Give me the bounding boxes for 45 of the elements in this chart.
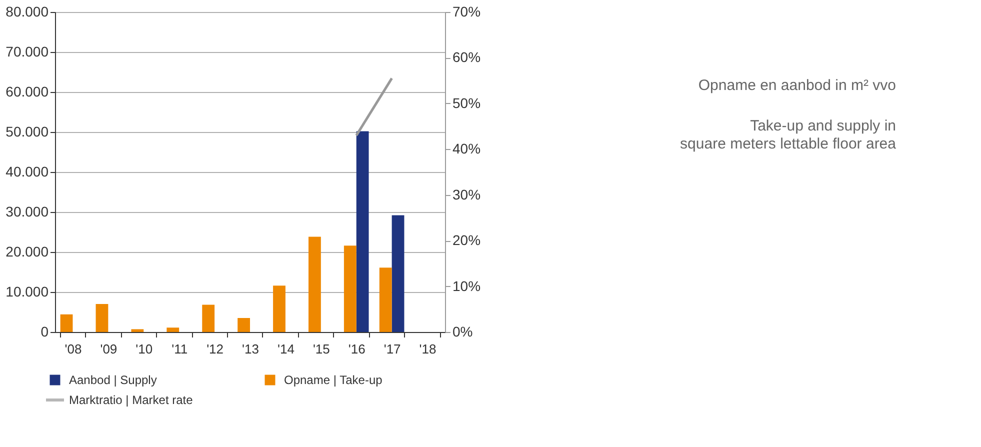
x-tick-label: '14: [277, 342, 294, 356]
bar: [60, 314, 73, 332]
x-tick-label: '18: [419, 342, 436, 356]
x-tick-label: '11: [172, 342, 188, 356]
legend-label: Marktratio | Market rate: [69, 393, 194, 407]
x-tick-label: '10: [136, 342, 153, 356]
bar: [344, 246, 356, 332]
bar: [166, 328, 180, 332]
y-tick-label: 70.000: [6, 44, 49, 60]
y2-tick-label: 50%: [452, 94, 481, 111]
y2-tick-label: 20%: [452, 232, 481, 248]
y2-tick-label: 0%: [452, 324, 473, 340]
bar: [131, 329, 144, 332]
x-tick-label: '13: [242, 342, 259, 356]
x-tick-label: '09: [100, 342, 118, 356]
text: Opname en aanbod in m² vvo: [698, 76, 896, 94]
bar: [392, 215, 404, 332]
y2-tick-label: 40%: [452, 140, 481, 157]
y-tick-label: 0: [40, 324, 49, 340]
legend-label: Aanbod | Supply: [69, 373, 157, 387]
x-tick-label: '16: [348, 342, 366, 356]
bar: [96, 304, 108, 332]
y2-tick-label: 30%: [452, 186, 481, 202]
bar: [238, 318, 250, 332]
y-tick-label: 80.000: [6, 4, 49, 20]
y2-tick-label: 10%: [452, 278, 481, 294]
y2-tick-label: 60%: [452, 49, 481, 66]
y-tick-label: 30.000: [6, 204, 49, 220]
x-tick-label: '15: [312, 342, 330, 356]
y-tick-label: 50.000: [6, 124, 49, 140]
legend-label: Opname | Take-up: [284, 373, 383, 387]
x-tick-label: '17: [384, 342, 401, 356]
bar: [379, 268, 392, 332]
bar: [273, 286, 286, 332]
bar: [202, 304, 215, 332]
x-tick-label: '08: [64, 342, 82, 356]
y-tick-label: 20.000: [6, 244, 49, 260]
y-tick-label: 60.000: [6, 84, 49, 100]
x-tick-label: '12: [206, 342, 224, 356]
bar: [356, 131, 369, 332]
text: Take-up and supply in square meters lettable floor area: [680, 118, 897, 153]
bar: [308, 236, 321, 332]
y-tick-label: 40.000: [6, 164, 49, 180]
y2-tick-label: 70%: [452, 4, 481, 20]
y-tick-label: 10.000: [6, 284, 49, 300]
